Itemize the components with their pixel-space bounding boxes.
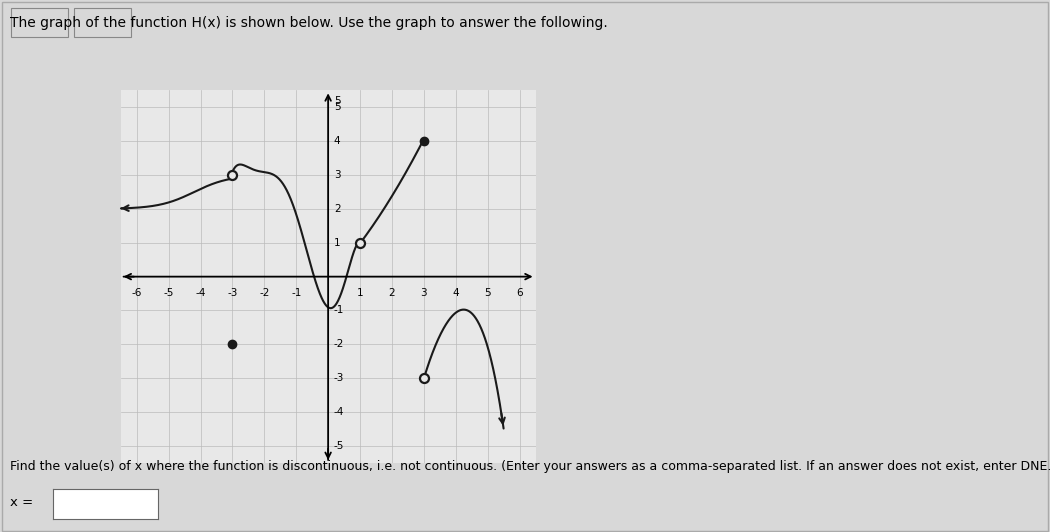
Text: -2: -2 bbox=[334, 339, 344, 350]
Text: 2: 2 bbox=[334, 204, 340, 214]
Text: 3: 3 bbox=[420, 288, 427, 298]
Text: -4: -4 bbox=[195, 288, 206, 298]
Text: 5: 5 bbox=[334, 96, 340, 105]
Text: 4: 4 bbox=[334, 136, 340, 146]
Text: -2: -2 bbox=[259, 288, 270, 298]
Text: -5: -5 bbox=[164, 288, 174, 298]
Text: 5: 5 bbox=[334, 102, 340, 112]
Text: 1: 1 bbox=[334, 238, 340, 248]
Text: 1: 1 bbox=[357, 288, 363, 298]
Text: The graph of the function H(x) is shown below. Use the graph to answer the follo: The graph of the function H(x) is shown … bbox=[10, 16, 608, 30]
Text: 3: 3 bbox=[334, 170, 340, 180]
Text: 2: 2 bbox=[388, 288, 395, 298]
Text: x =: x = bbox=[10, 496, 34, 509]
Text: Find the value(s) of x where the function is discontinuous, i.e. not continuous.: Find the value(s) of x where the functio… bbox=[10, 460, 1050, 473]
Text: -5: -5 bbox=[334, 441, 344, 451]
Text: -6: -6 bbox=[131, 288, 142, 298]
Text: -3: -3 bbox=[334, 373, 344, 383]
Text: 5: 5 bbox=[484, 288, 491, 298]
Text: -1: -1 bbox=[291, 288, 301, 298]
Text: -4: -4 bbox=[334, 407, 344, 417]
Text: -3: -3 bbox=[227, 288, 237, 298]
Text: 6: 6 bbox=[517, 288, 523, 298]
Text: -1: -1 bbox=[334, 305, 344, 315]
Text: 4: 4 bbox=[453, 288, 459, 298]
